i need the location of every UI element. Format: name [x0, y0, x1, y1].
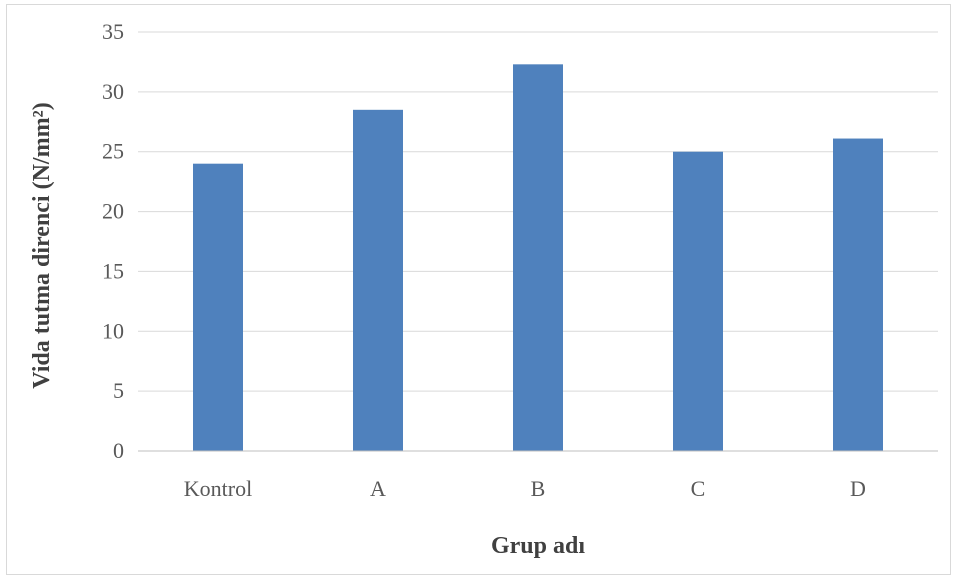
x-tick-label: B: [531, 476, 546, 501]
bar-kontrol: [193, 163, 243, 451]
x-tick-label: D: [850, 476, 866, 501]
y-tick-label: 30: [102, 79, 124, 104]
bar-d: [833, 138, 883, 451]
x-axis-title: Grup adı: [491, 533, 585, 559]
bar-a: [353, 109, 403, 452]
bar-b: [513, 64, 563, 451]
x-tick-labels: Kontrol A B C D: [184, 476, 866, 501]
y-tick-labels: 0 5 10 15 20 25 30 35: [102, 19, 124, 463]
x-tick-label: C: [691, 476, 706, 501]
x-tick-label: A: [370, 476, 386, 501]
bars: [193, 64, 883, 452]
y-tick-label: 5: [113, 378, 124, 403]
y-axis-title: Vida tutma direnci (N/mm²): [29, 102, 55, 389]
y-tick-label: 25: [102, 139, 124, 164]
chart-frame: [6, 4, 951, 575]
y-tick-label: 10: [102, 318, 124, 343]
y-tick-label: 35: [102, 19, 124, 44]
y-tick-label: 20: [102, 199, 124, 224]
y-tick-label: 0: [113, 438, 124, 463]
x-tick-label: Kontrol: [184, 476, 252, 501]
bar-c: [673, 151, 723, 451]
y-tick-label: 15: [102, 258, 124, 283]
